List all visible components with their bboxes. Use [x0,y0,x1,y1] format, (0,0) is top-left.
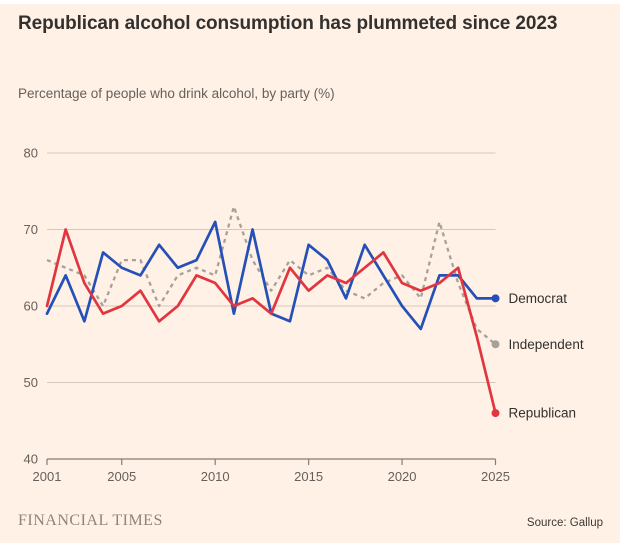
y-tick-label: 70 [24,222,38,237]
series-label-democrat: Democrat [509,291,568,306]
y-tick-label: 60 [24,299,38,314]
x-tick-label: 2001 [33,469,62,484]
y-tick-label: 50 [24,375,38,390]
series-line-republican [45,228,497,415]
y-tick-label: 40 [24,452,38,467]
y-tick-label: 80 [24,146,38,161]
series-endpoint-republican [491,409,500,418]
x-tick-label: 2025 [481,469,510,484]
ft-logo-text: FINANCIAL TIMES [18,512,163,529]
chart-subtitle: Percentage of people who drink alcohol, … [18,86,335,101]
series-line-independent [46,205,497,346]
x-tick-label: 2005 [107,469,136,484]
series-endpoint-democrat [491,294,500,303]
series-label-independent: Independent [509,337,584,352]
x-tick-label: 2020 [388,469,417,484]
chart-background [0,4,620,543]
series-endpoint-independent [491,340,500,349]
source-credit: Source: Gallup [526,517,603,529]
x-tick-label: 2015 [294,469,323,484]
series-label-republican: Republican [509,406,577,421]
x-tick-label: 2010 [201,469,230,484]
chart-title: Republican alcohol consumption has plumm… [18,13,558,34]
